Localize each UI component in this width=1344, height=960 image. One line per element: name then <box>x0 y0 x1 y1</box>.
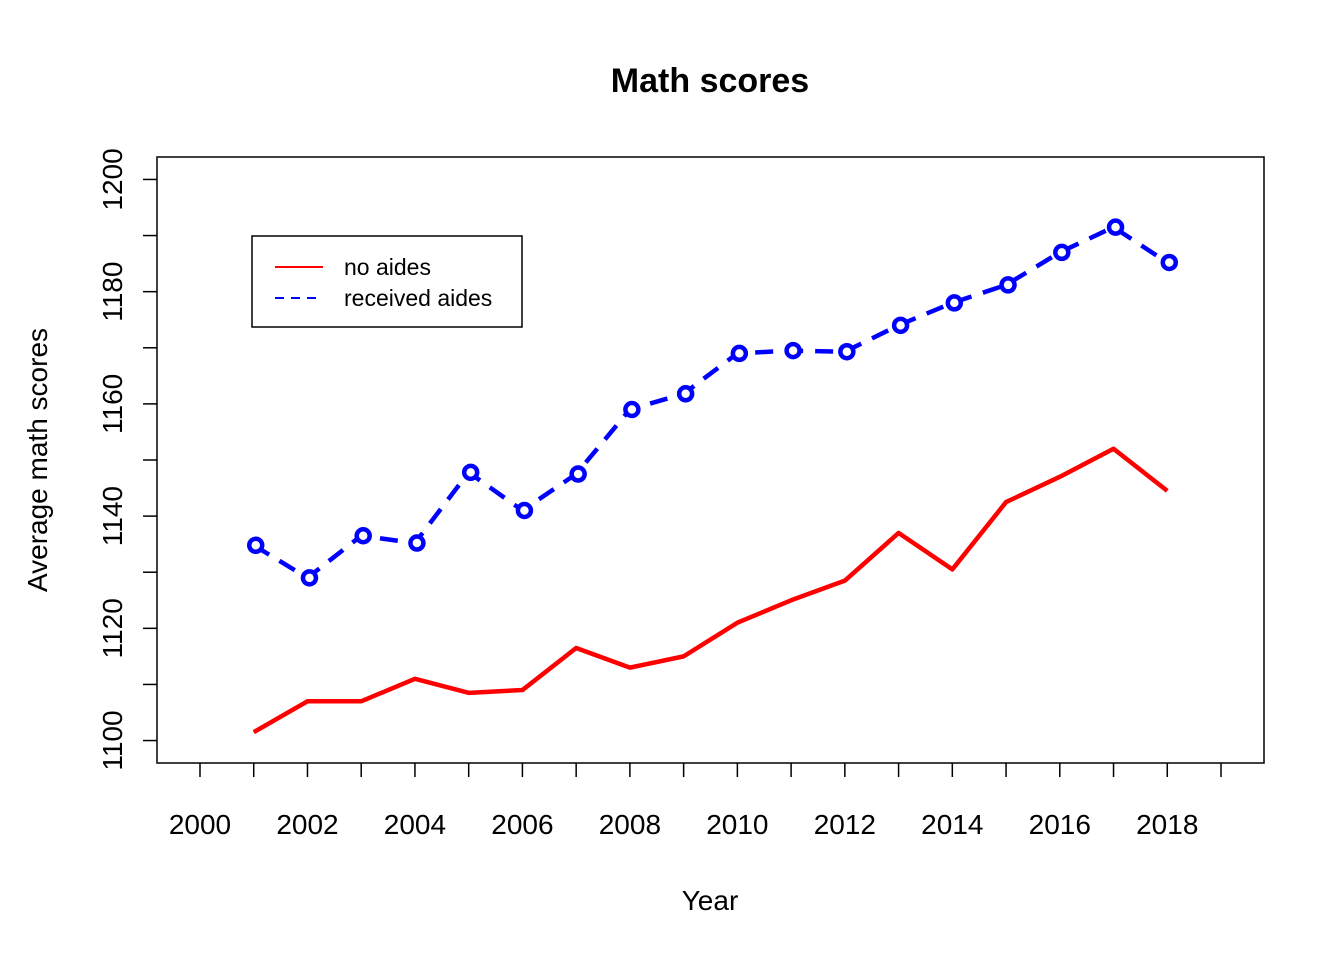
data-point <box>891 316 910 335</box>
y-tick-label: 1100 <box>97 710 128 770</box>
x-tick-label: 2002 <box>276 809 338 840</box>
x-axis-label: Year <box>682 885 739 916</box>
legend: no aides received aides <box>251 235 523 328</box>
data-point <box>999 276 1017 294</box>
x-tick-label: 2008 <box>599 809 661 840</box>
data-point <box>1106 218 1125 236</box>
y-axis-label: Average math scores <box>22 328 53 592</box>
series-layer <box>246 218 1179 735</box>
data-point <box>838 342 856 361</box>
y-tick-label: 1180 <box>97 262 128 322</box>
x-tick-label: 2014 <box>921 809 983 840</box>
data-point <box>569 465 587 483</box>
x-tick-label: 2000 <box>169 809 231 840</box>
series-line-no-aides <box>252 446 1169 735</box>
data-point <box>515 501 534 520</box>
data-point <box>461 463 480 482</box>
y-tick-label: 1160 <box>97 374 128 434</box>
chart-title: Math scores <box>611 62 809 100</box>
data-point <box>1160 253 1179 272</box>
series-line-received-aides <box>252 224 1169 581</box>
data-point <box>676 385 695 403</box>
x-tick-label: 2012 <box>814 809 876 840</box>
x-axis: 2000 2002 2004 2006 2008 2010 2012 2014 2016 2018 <box>169 763 1222 840</box>
x-tick-label: 2018 <box>1136 809 1198 840</box>
legend-label-received-aides: received aides <box>344 285 492 311</box>
x-tick-label: 2016 <box>1029 809 1091 840</box>
data-point <box>945 294 964 312</box>
y-tick-label: 1140 <box>97 486 128 546</box>
data-point <box>300 569 319 587</box>
data-point <box>784 341 802 360</box>
data-point <box>246 536 265 555</box>
data-point <box>354 527 372 545</box>
data-point <box>623 400 641 419</box>
x-tick-label: 2010 <box>706 809 768 840</box>
legend-label-no-aides: no aides <box>344 254 431 280</box>
y-tick-label: 1200 <box>97 148 128 210</box>
data-point <box>730 344 749 363</box>
y-axis: 1100 1120 1140 1160 1180 1200 <box>97 148 157 771</box>
x-tick-label: 2004 <box>384 809 446 840</box>
data-point <box>1053 243 1071 262</box>
data-point <box>408 534 426 552</box>
x-tick-label: 2006 <box>491 809 553 840</box>
legend-box <box>251 235 523 328</box>
y-tick-label: 1120 <box>97 598 128 658</box>
